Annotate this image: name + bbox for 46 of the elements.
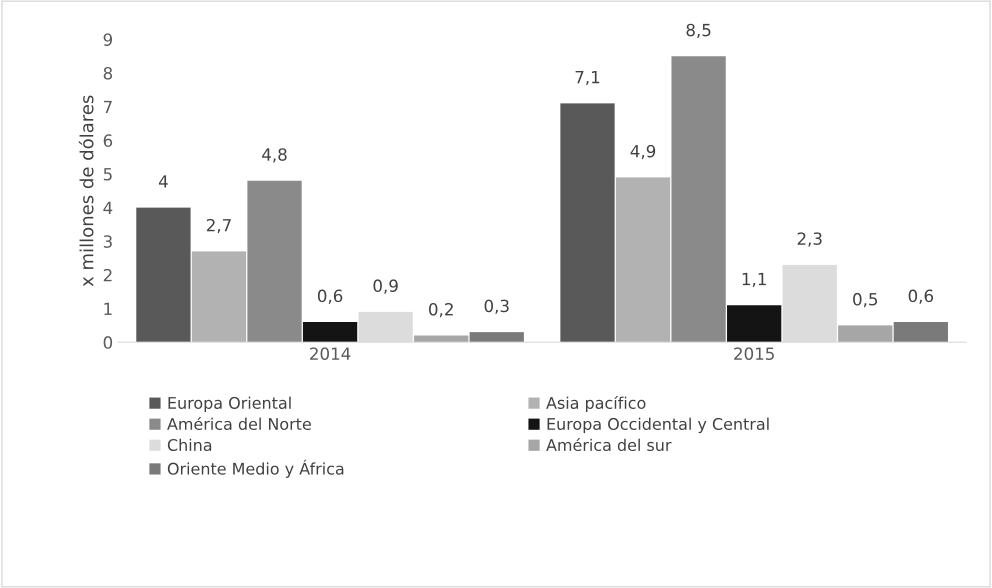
y-tick-label: 8 <box>104 67 112 80</box>
bar <box>671 56 726 342</box>
data-label: 0,5 <box>853 292 878 308</box>
bar <box>838 325 892 342</box>
legend-label: Europa Oriental <box>168 396 291 412</box>
data-label: 2,7 <box>206 218 231 234</box>
bar <box>616 177 670 342</box>
bar <box>470 332 524 342</box>
y-tick-label: 1 <box>104 302 112 315</box>
data-label: 8,5 <box>686 24 710 38</box>
data-label: 0,3 <box>484 300 509 314</box>
legend-label: Asia pacífico <box>546 396 646 412</box>
bar <box>727 305 782 342</box>
data-label: 0,2 <box>429 302 453 318</box>
bar <box>136 208 191 342</box>
data-label: 4,9 <box>630 144 656 160</box>
bar <box>894 322 948 342</box>
y-tick-label: 5 <box>104 168 112 181</box>
legend-label: Oriente Medio y África <box>168 460 344 478</box>
data-label: 0,6 <box>908 290 934 304</box>
y-axis-title: x millones de dólares <box>78 96 94 286</box>
x-tick-label: 2015 <box>734 347 774 360</box>
data-label: 2,3 <box>798 232 822 247</box>
data-label: 1,1 <box>742 272 766 288</box>
y-tick-label: 9 <box>104 33 112 46</box>
y-tick-label: 4 <box>103 202 112 214</box>
legend-label: América del sur <box>546 438 672 452</box>
bar <box>560 103 615 342</box>
y-tick-label: 2 <box>104 268 112 282</box>
legend-label: Europa Occidental y Central <box>548 418 769 434</box>
y-tick-label: 0 <box>104 336 112 349</box>
bar <box>247 180 302 342</box>
bar <box>302 322 358 342</box>
legend-label: América del Norte <box>167 417 311 430</box>
data-label: 4 <box>158 175 168 188</box>
data-label: 4,8 <box>262 148 287 163</box>
data-label: 0,6 <box>318 290 342 304</box>
y-tick-label: 7 <box>104 100 112 114</box>
data-label: 7,1 <box>576 71 600 86</box>
y-tick-label: 6 <box>104 134 112 147</box>
x-tick-label: 2014 <box>310 347 350 360</box>
bar <box>192 251 246 342</box>
y-tick-label: 3 <box>104 235 112 248</box>
legend-label: China <box>168 438 212 452</box>
data-label: 0,9 <box>373 279 398 294</box>
bar <box>414 335 468 342</box>
